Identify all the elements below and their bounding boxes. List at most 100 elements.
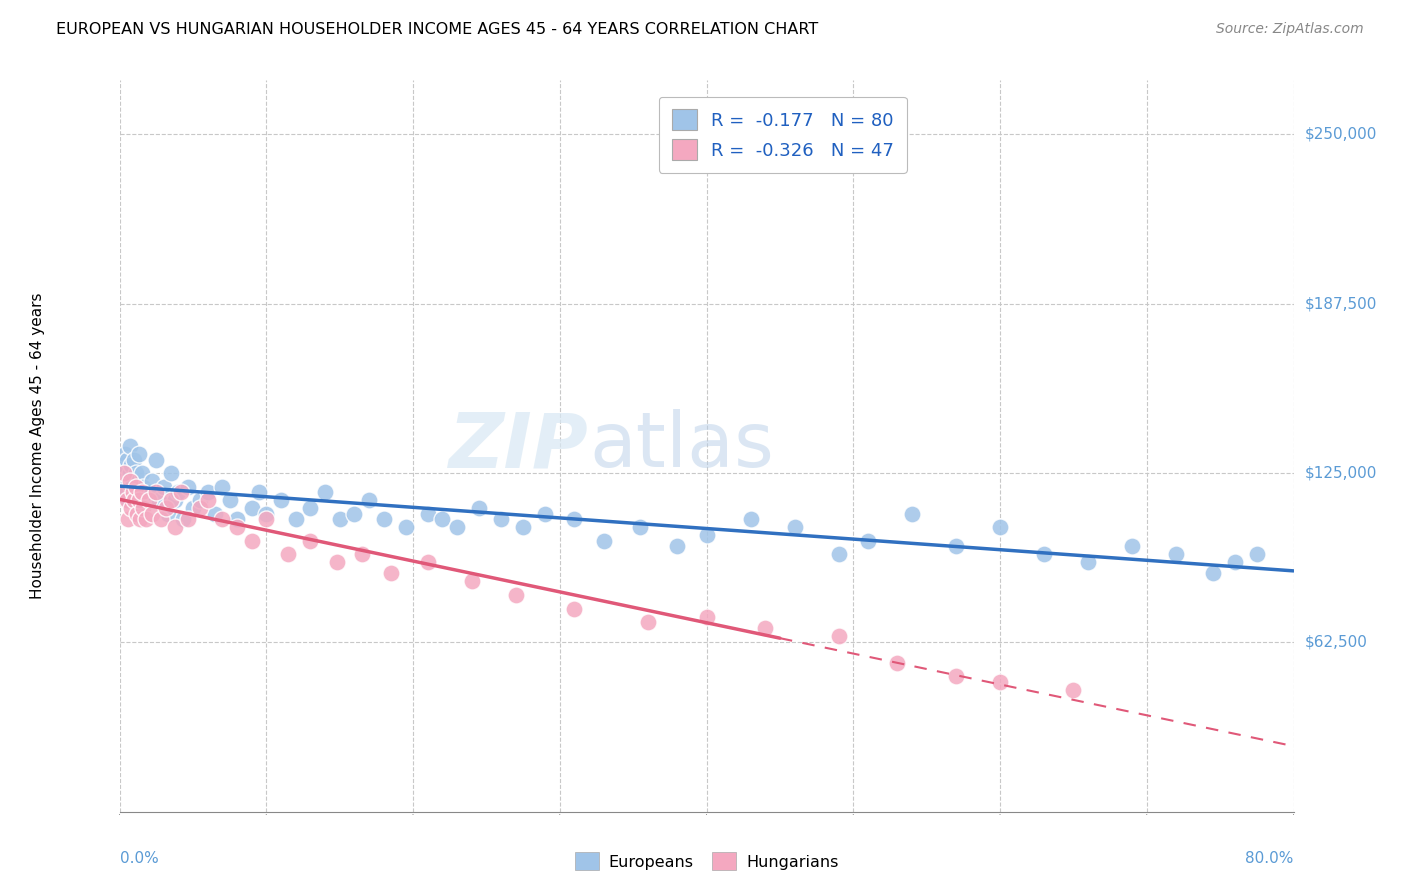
Point <box>460 574 484 589</box>
Point <box>114 480 136 494</box>
Point <box>128 493 150 508</box>
Point <box>121 485 143 500</box>
Point <box>170 485 193 500</box>
Point <box>118 466 141 480</box>
Point <box>114 447 136 461</box>
Point <box>129 493 152 508</box>
Point <box>1164 547 1187 561</box>
Point <box>124 480 146 494</box>
Text: $62,500: $62,500 <box>1305 635 1368 650</box>
Point <box>240 501 263 516</box>
Point <box>121 485 143 500</box>
Point <box>115 493 138 508</box>
Point <box>145 452 167 467</box>
Point <box>592 533 614 548</box>
Point <box>696 528 718 542</box>
Point <box>240 533 263 548</box>
Point <box>564 601 586 615</box>
Point <box>901 507 924 521</box>
Point <box>827 547 849 561</box>
Point <box>148 493 170 508</box>
Point <box>211 480 233 494</box>
Point <box>380 566 402 581</box>
Point <box>122 493 145 508</box>
Point <box>117 474 139 488</box>
Point <box>152 480 174 494</box>
Point <box>505 588 527 602</box>
Point <box>489 512 512 526</box>
Point <box>127 485 149 500</box>
Point <box>218 493 240 508</box>
Point <box>1033 547 1056 561</box>
Point <box>468 501 491 516</box>
Point <box>564 512 586 526</box>
Point <box>314 485 336 500</box>
Point <box>534 507 557 521</box>
Point <box>145 485 167 500</box>
Point <box>329 512 352 526</box>
Point <box>138 485 160 500</box>
Point <box>395 520 418 534</box>
Point <box>945 669 967 683</box>
Point <box>1062 682 1084 697</box>
Point <box>988 674 1011 689</box>
Point <box>167 485 190 500</box>
Point <box>856 533 879 548</box>
Point <box>416 507 439 521</box>
Point <box>165 520 187 534</box>
Point <box>1202 566 1225 581</box>
Point <box>135 493 157 508</box>
Text: Source: ZipAtlas.com: Source: ZipAtlas.com <box>1216 22 1364 37</box>
Point <box>204 507 226 521</box>
Point <box>141 474 163 488</box>
Legend: Europeans, Hungarians: Europeans, Hungarians <box>568 846 845 877</box>
Point <box>112 466 135 480</box>
Point <box>111 466 134 480</box>
Point <box>350 547 373 561</box>
Point <box>343 507 366 521</box>
Point <box>432 512 454 526</box>
Point <box>160 493 183 508</box>
Point <box>128 447 150 461</box>
Point <box>357 493 380 508</box>
Text: Householder Income Ages 45 - 64 years: Householder Income Ages 45 - 64 years <box>30 293 45 599</box>
Point <box>117 512 139 526</box>
Point <box>637 615 659 629</box>
Point <box>945 539 967 553</box>
Point <box>127 507 149 521</box>
Point <box>446 520 468 534</box>
Text: EUROPEAN VS HUNGARIAN HOUSEHOLDER INCOME AGES 45 - 64 YEARS CORRELATION CHART: EUROPEAN VS HUNGARIAN HOUSEHOLDER INCOME… <box>56 22 818 37</box>
Text: ZIP: ZIP <box>450 409 589 483</box>
Point <box>115 485 138 500</box>
Point <box>156 507 179 521</box>
Point <box>299 533 322 548</box>
Point <box>112 458 135 472</box>
Point <box>117 493 139 508</box>
Point <box>111 485 134 500</box>
Point <box>1077 556 1099 570</box>
Point <box>172 512 194 526</box>
Point <box>325 556 347 570</box>
Point <box>1246 547 1268 561</box>
Point <box>630 520 652 534</box>
Text: 80.0%: 80.0% <box>1246 851 1294 865</box>
Point <box>177 512 200 526</box>
Point <box>115 452 138 467</box>
Point <box>666 539 689 553</box>
Point <box>122 452 145 467</box>
Point <box>299 501 322 516</box>
Point <box>120 501 142 516</box>
Point <box>373 512 395 526</box>
Point <box>122 493 145 508</box>
Text: $125,000: $125,000 <box>1305 466 1376 481</box>
Point <box>141 507 163 521</box>
Point <box>131 466 153 480</box>
Point <box>155 501 177 516</box>
Text: atlas: atlas <box>589 409 773 483</box>
Point <box>512 520 534 534</box>
Point <box>416 556 439 570</box>
Point <box>254 507 277 521</box>
Point <box>118 474 141 488</box>
Point <box>696 609 718 624</box>
Point <box>886 656 908 670</box>
